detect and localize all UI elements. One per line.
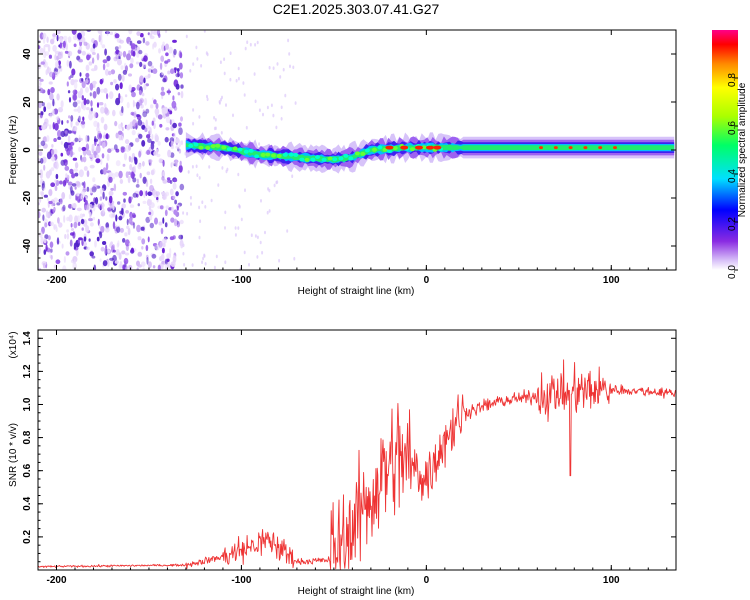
snr-ytick-label: 0.2	[22, 530, 33, 544]
spectrogram-ytick-label: 40	[22, 48, 33, 60]
snr-ytick-label: 1.4	[22, 331, 33, 345]
snr-panel: -200 -100 0 100 0.2 0.4 0.6 0.8 1.0 1.2 1.4 (x10⁴…	[8, 329, 677, 597]
snr-ytick-label: 0.8	[22, 430, 33, 444]
figure-title: C2E1.2025.303.07.41.G27	[273, 1, 440, 17]
snr-y-axis: 0.2 0.4 0.6 0.8 1.0 1.2 1.4	[22, 331, 676, 571]
colorbar-tick-label: 0.2	[727, 217, 738, 231]
colorbar-gradient	[712, 30, 738, 270]
colorbar-tick-label: 0.4	[727, 169, 738, 183]
spectrogram-xlabel: Height of straight line (km)	[298, 286, 415, 297]
spectrogram-ylabel: Frequency (Hz)	[8, 116, 19, 185]
snr-xtick-label: 0	[424, 575, 430, 586]
spectrogram-x-axis: -200 -100 0 100	[37, 30, 668, 286]
spectrogram-ytick-label: 20	[22, 96, 33, 108]
snr-xtick-label: -200	[46, 575, 66, 586]
snr-scale-label: (x10⁴)	[8, 331, 19, 358]
snr-ytick-label: 1.0	[22, 397, 33, 411]
colorbar: 0.0 0.2 0.4 0.6 0.8 Normalized spectral ampl…	[712, 30, 748, 279]
spectrogram-xtick-label: -100	[231, 275, 251, 286]
snr-ytick-label: 1.2	[22, 364, 33, 378]
snr-ytick-label: 0.4	[22, 496, 33, 510]
colorbar-ticks: 0.0 0.2 0.4 0.6 0.8	[727, 73, 738, 279]
snr-frame	[37, 329, 677, 571]
snr-x-axis: -200 -100 0 100	[37, 330, 668, 586]
snr-xtick-label: -100	[231, 575, 251, 586]
spectrogram-xtick-label: 100	[603, 275, 620, 286]
spectrogram-ytick-label: -40	[22, 238, 33, 253]
colorbar-tick-label: 0.6	[727, 121, 738, 135]
spectrogram-ytick-label: 0	[22, 147, 33, 153]
spectrogram-noise	[38, 30, 297, 270]
snr-series-line	[38, 359, 676, 570]
colorbar-tick-label: 0.0	[727, 265, 738, 279]
spectrogram-xtick-label: 0	[424, 275, 430, 286]
snr-plot	[38, 359, 676, 570]
spectrogram-xtick-label: -200	[46, 275, 66, 286]
snr-xlabel: Height of straight line (km)	[298, 586, 415, 597]
snr-ylabel: SNR (10 * v/v)	[8, 423, 19, 487]
snr-xtick-label: 100	[603, 575, 620, 586]
spectrogram-y-axis: -40 -20 0 20 40	[22, 29, 676, 271]
colorbar-tick-label: 0.8	[727, 73, 738, 87]
colorbar-label: Normalized spectral amplitude	[737, 82, 748, 217]
spectrogram-ytick-label: -20	[22, 190, 33, 205]
snr-ytick-label: 0.6	[22, 463, 33, 477]
spectrogram-band	[185, 132, 675, 174]
